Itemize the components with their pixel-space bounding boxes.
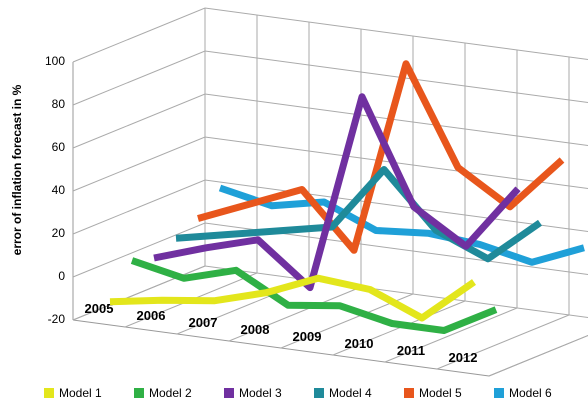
x-tick-label: 2005 bbox=[85, 301, 114, 316]
grid-line bbox=[72, 136, 588, 192]
legend-label: Model 1 bbox=[59, 386, 102, 400]
y-tick-label: 100 bbox=[45, 54, 65, 68]
legend-label: Model 4 bbox=[329, 386, 372, 400]
x-tick-label: 2010 bbox=[345, 336, 374, 351]
series-line bbox=[197, 60, 565, 254]
x-tick-label: 2011 bbox=[397, 343, 425, 358]
y-tick-label: 80 bbox=[52, 97, 66, 111]
legend-swatch bbox=[494, 388, 504, 398]
category-gridline bbox=[384, 50, 518, 363]
y-tick-label: 40 bbox=[52, 183, 66, 197]
legend-swatch bbox=[404, 388, 414, 398]
grid-line bbox=[72, 50, 588, 106]
series-line bbox=[130, 257, 498, 334]
x-tick-label: 2006 bbox=[137, 308, 166, 323]
y-tick-label: 0 bbox=[58, 269, 65, 283]
legend-label: Model 3 bbox=[239, 386, 282, 400]
x-tick-label: 2007 bbox=[189, 315, 218, 330]
x-tick-label: 2009 bbox=[293, 329, 322, 344]
grid-line bbox=[72, 7, 588, 63]
y-tick-label: 20 bbox=[52, 226, 66, 240]
axis-frame bbox=[488, 334, 588, 377]
legend-swatch bbox=[134, 388, 144, 398]
legend-label: Model 6 bbox=[509, 386, 552, 400]
grid-line bbox=[72, 179, 588, 235]
legend-label: Model 5 bbox=[419, 386, 462, 400]
grid-line bbox=[72, 222, 588, 278]
y-tick-label: -20 bbox=[48, 312, 66, 326]
legend-swatch bbox=[44, 388, 54, 398]
legend-label: Model 2 bbox=[149, 386, 192, 400]
y-tick-label: 60 bbox=[52, 140, 66, 154]
legend-swatch bbox=[314, 388, 324, 398]
legend-swatch bbox=[224, 388, 234, 398]
series-line bbox=[153, 93, 521, 292]
x-tick-label: 2012 bbox=[449, 350, 478, 365]
category-gridline bbox=[488, 334, 588, 377]
x-tick-label: 2008 bbox=[241, 322, 270, 337]
series-line bbox=[175, 166, 542, 263]
series-line bbox=[109, 274, 476, 322]
series-line bbox=[218, 184, 585, 266]
y-axis-title: error of inflation forecast in % bbox=[10, 84, 24, 255]
grid-line bbox=[72, 93, 588, 149]
